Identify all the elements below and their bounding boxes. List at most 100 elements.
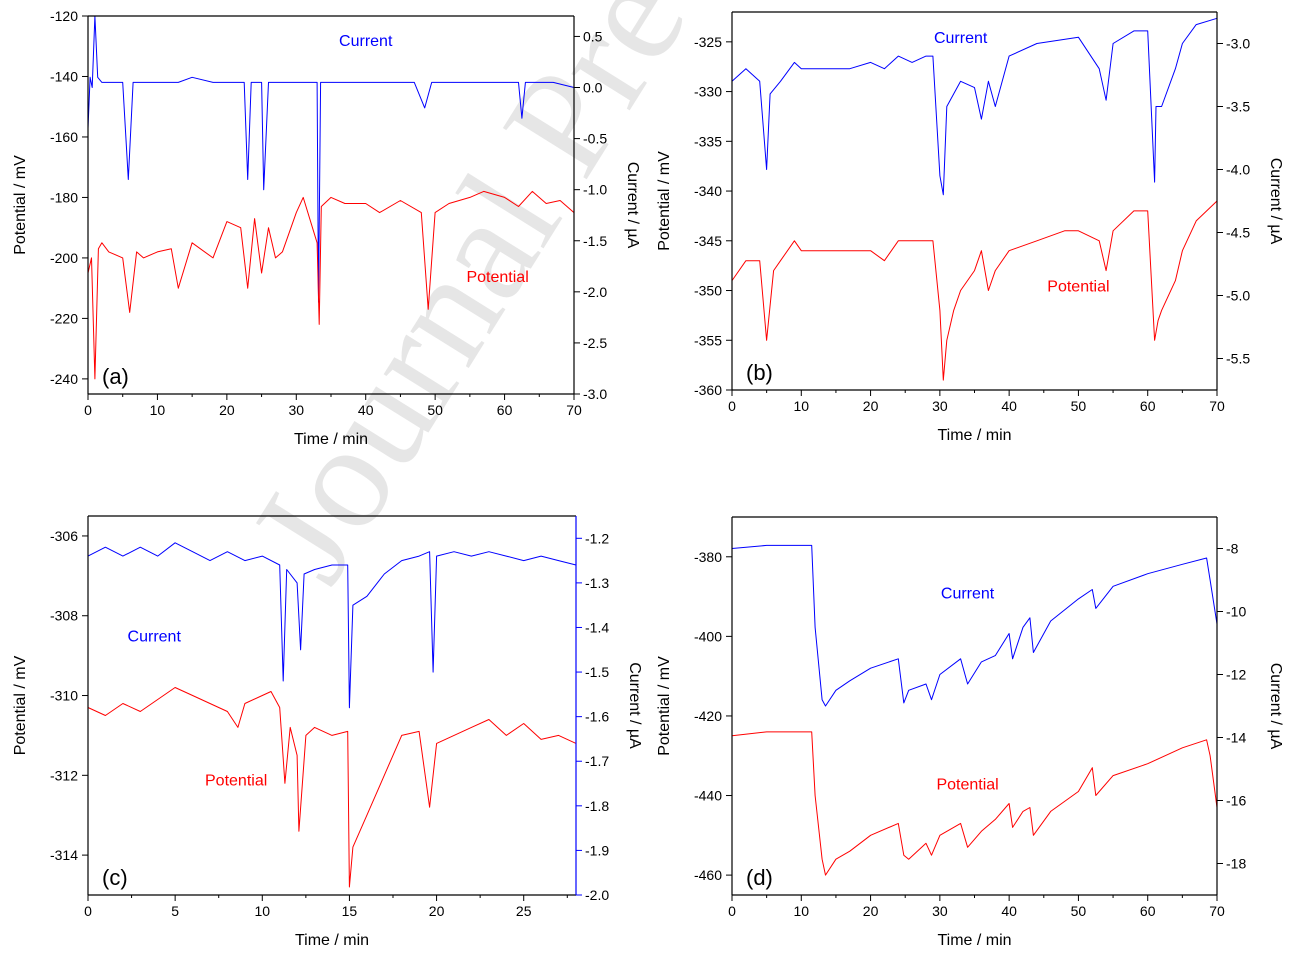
series-potential-line — [731, 731, 1218, 876]
x-tick-label: 10 — [150, 402, 166, 418]
y-left-tick-label: -460 — [694, 867, 722, 883]
x-tick-label: 30 — [288, 402, 304, 418]
y-left-tick-label: -140 — [50, 68, 78, 84]
y-right-tick-label: -12 — [1226, 667, 1246, 683]
y-left-tick-label: -360 — [694, 382, 722, 398]
x-tick-label: 40 — [1001, 398, 1017, 414]
x-tick-label: 40 — [358, 402, 374, 418]
x-tick-label: 60 — [497, 402, 513, 418]
y-right-tick-label: -1.0 — [583, 182, 607, 198]
y-right-tick-label: -5.0 — [1226, 288, 1250, 304]
y-right-axis-title: Current / µA — [626, 662, 643, 749]
panel-a: 0 10 20 30 40 50 60 70 -240 -220 -200 -180 -160 -140 -… — [12, 8, 641, 448]
y-left-tick-label: -420 — [694, 708, 722, 724]
y-left-axis-title: Potential / mV — [656, 656, 673, 756]
x-tick-label: 20 — [863, 903, 879, 919]
panel-d: 0 10 20 30 40 50 60 70 -460 -440 -420 -400 -380 -18 -1… — [656, 516, 1284, 949]
y-left-tick-label: -400 — [694, 628, 722, 644]
y-right-tick-label: -16 — [1226, 793, 1246, 809]
y-left-tick-label: -308 — [50, 608, 78, 624]
y-right-axis-title: Current / µA — [624, 162, 641, 249]
y-right-tick-label: -1.6 — [585, 709, 609, 725]
x-tick-label: 70 — [566, 402, 582, 418]
y-left-tick-label: -345 — [694, 233, 722, 249]
y-left-tick-label: -330 — [694, 84, 722, 100]
y-left-tick-label: -120 — [50, 8, 78, 24]
x-axis-title: Time / min — [295, 932, 369, 949]
y-right-tick-label: -4.0 — [1226, 162, 1250, 178]
y-right-axis-title: Current / µA — [1267, 663, 1284, 750]
panel-b: 0 10 20 30 40 50 60 70 -360 -355 -350 -345 -340 -335 -… — [656, 11, 1284, 444]
annotation-potential: Potential — [1047, 279, 1109, 296]
y-right-tick-label: -8 — [1226, 541, 1239, 557]
x-tick-label: 20 — [429, 903, 445, 919]
x-tick-label: 20 — [863, 398, 879, 414]
x-axis-title: Time / min — [937, 427, 1011, 444]
y-left-tick-label: -355 — [694, 332, 722, 348]
x-tick-label: 25 — [516, 903, 532, 919]
annotation-potential: Potential — [205, 772, 267, 789]
y-left-tick-label: -440 — [694, 788, 722, 804]
x-tick-label: 0 — [84, 903, 92, 919]
y-left-tick-label: -306 — [50, 528, 78, 544]
x-tick-label: 20 — [219, 402, 235, 418]
y-left-tick-label: -312 — [50, 767, 78, 783]
y-right-tick-label: -1.5 — [583, 233, 607, 249]
x-tick-label: 30 — [932, 903, 948, 919]
panel-label: (d) — [746, 865, 773, 890]
annotation-potential: Potential — [936, 777, 998, 794]
panel-label: (b) — [746, 360, 773, 385]
y-right-tick-label: -18 — [1226, 856, 1246, 872]
y-right-tick-label: -10 — [1226, 604, 1246, 620]
y-right-tick-label: -0.5 — [583, 131, 607, 147]
y-left-tick-label: -314 — [50, 847, 78, 863]
x-tick-label: 50 — [427, 402, 443, 418]
series-current-line — [731, 17, 1218, 196]
y-right-tick-label: -1.2 — [585, 530, 609, 546]
y-right-tick-label: -1.7 — [585, 753, 609, 769]
y-right-tick-label: 0.0 — [583, 80, 603, 96]
y-right-tick-label: -5.5 — [1226, 351, 1250, 367]
y-left-tick-label: -340 — [694, 183, 722, 199]
y-left-axis-title: Potential / mV — [656, 151, 673, 251]
y-right-tick-label: -3.0 — [583, 386, 607, 402]
x-tick-label: 60 — [1140, 903, 1156, 919]
y-right-tick-label: -1.3 — [585, 575, 609, 591]
x-tick-label: 40 — [1001, 903, 1017, 919]
y-left-tick-label: -335 — [694, 133, 722, 149]
annotation-potential: Potential — [466, 269, 528, 286]
y-right-tick-label: -1.8 — [585, 798, 609, 814]
y-left-axis-title: Potential / mV — [12, 655, 29, 755]
y-right-tick-label: -4.5 — [1226, 225, 1250, 241]
x-tick-label: 0 — [84, 402, 92, 418]
annotation-current: Current — [941, 586, 995, 603]
y-left-tick-label: -310 — [50, 688, 78, 704]
y-right-tick-label: -3.0 — [1226, 36, 1250, 52]
annotation-current: Current — [128, 629, 182, 646]
y-left-tick-label: -240 — [50, 371, 78, 387]
annotation-current: Current — [934, 30, 988, 47]
y-right-tick-label: -1.4 — [585, 619, 609, 635]
x-tick-label: 10 — [793, 903, 809, 919]
y-right-tick-label: -2.5 — [583, 335, 607, 351]
series-current-line — [87, 15, 575, 303]
y-right-tick-label: -3.5 — [1226, 99, 1250, 115]
x-tick-label: 0 — [728, 903, 736, 919]
y-left-tick-label: -200 — [50, 250, 78, 266]
y-right-tick-label: -1.9 — [585, 842, 609, 858]
x-tick-label: 0 — [728, 398, 736, 414]
panel-label: (a) — [102, 364, 129, 389]
series-current-line — [87, 542, 577, 709]
y-left-tick-label: -180 — [50, 189, 78, 205]
x-tick-label: 10 — [793, 398, 809, 414]
y-right-tick-label: -2.0 — [585, 887, 609, 903]
x-axis-title: Time / min — [294, 431, 368, 448]
series-potential-line — [87, 687, 577, 888]
y-right-tick-label: 0.5 — [583, 28, 603, 44]
y-left-tick-label: -325 — [694, 34, 722, 50]
series-potential-line — [731, 200, 1218, 381]
x-tick-label: 5 — [171, 903, 179, 919]
panel-label: (c) — [102, 865, 128, 890]
x-tick-label: 50 — [1071, 398, 1087, 414]
y-left-axis-title: Potential / mV — [12, 155, 29, 255]
